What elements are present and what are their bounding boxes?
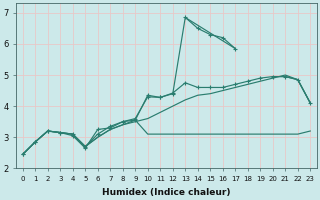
X-axis label: Humidex (Indice chaleur): Humidex (Indice chaleur) <box>102 188 231 197</box>
